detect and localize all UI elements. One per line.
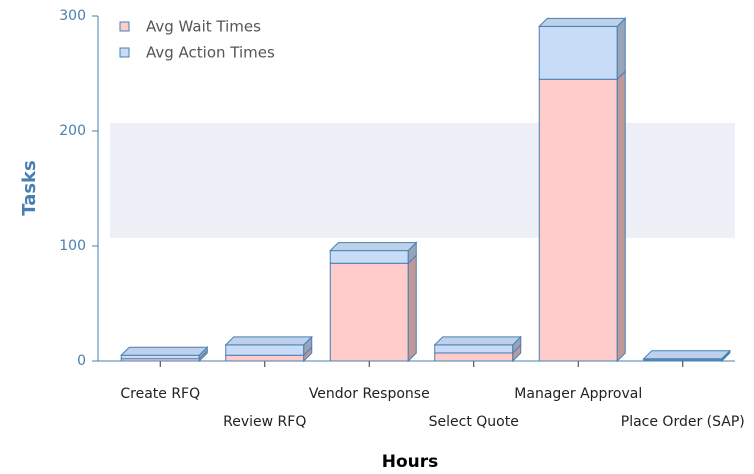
- bar-side: [616, 70, 626, 363]
- x-tick-label: Place Order (SAP): [621, 414, 745, 430]
- bar-segment: [433, 335, 522, 355]
- bar-top: [329, 242, 418, 252]
- bar-segment: [329, 241, 418, 265]
- bar-segment: [224, 335, 313, 357]
- y-tick-label: 100: [59, 238, 86, 254]
- bar-front: [225, 344, 305, 356]
- bar-side: [616, 17, 626, 81]
- bar-front: [120, 354, 200, 360]
- bar-top: [538, 17, 627, 27]
- x-tick-label: Create RFQ: [120, 386, 200, 402]
- x-tick-label: Review RFQ: [223, 414, 306, 430]
- legend-label: Avg Action Times: [146, 44, 275, 62]
- legend-swatch: [119, 47, 130, 58]
- bar-top: [642, 350, 731, 360]
- x-tick-label: Vendor Response: [309, 386, 430, 402]
- bar-top: [120, 346, 209, 356]
- x-tick-label: Manager Approval: [514, 386, 642, 402]
- bar-top: [224, 336, 313, 346]
- bar-front: [225, 354, 305, 362]
- bar-front: [538, 78, 618, 362]
- bar-front: [434, 344, 514, 354]
- bar-segment: [120, 346, 209, 360]
- y-tick-label: 0: [77, 353, 86, 369]
- highlight-band: [110, 122, 735, 238]
- bar-top: [433, 336, 522, 346]
- bar-side: [407, 254, 417, 363]
- y-axis-label: Tasks: [19, 160, 40, 216]
- y-tick-label: 200: [59, 123, 86, 139]
- legend-swatch: [119, 21, 130, 32]
- bar-segment: [642, 349, 731, 362]
- bar-front: [329, 250, 409, 264]
- bar-front: [329, 262, 409, 362]
- x-axis-label: Hours: [382, 452, 439, 472]
- bar-segment: [538, 70, 626, 363]
- y-tick-label: 300: [59, 8, 86, 24]
- bar-segment: [538, 17, 627, 81]
- bar-segment: [329, 254, 417, 363]
- x-tick-label: Select Quote: [429, 414, 519, 430]
- legend-label: Avg Wait Times: [146, 18, 261, 36]
- bar-front: [434, 352, 514, 362]
- bar-front: [538, 25, 618, 80]
